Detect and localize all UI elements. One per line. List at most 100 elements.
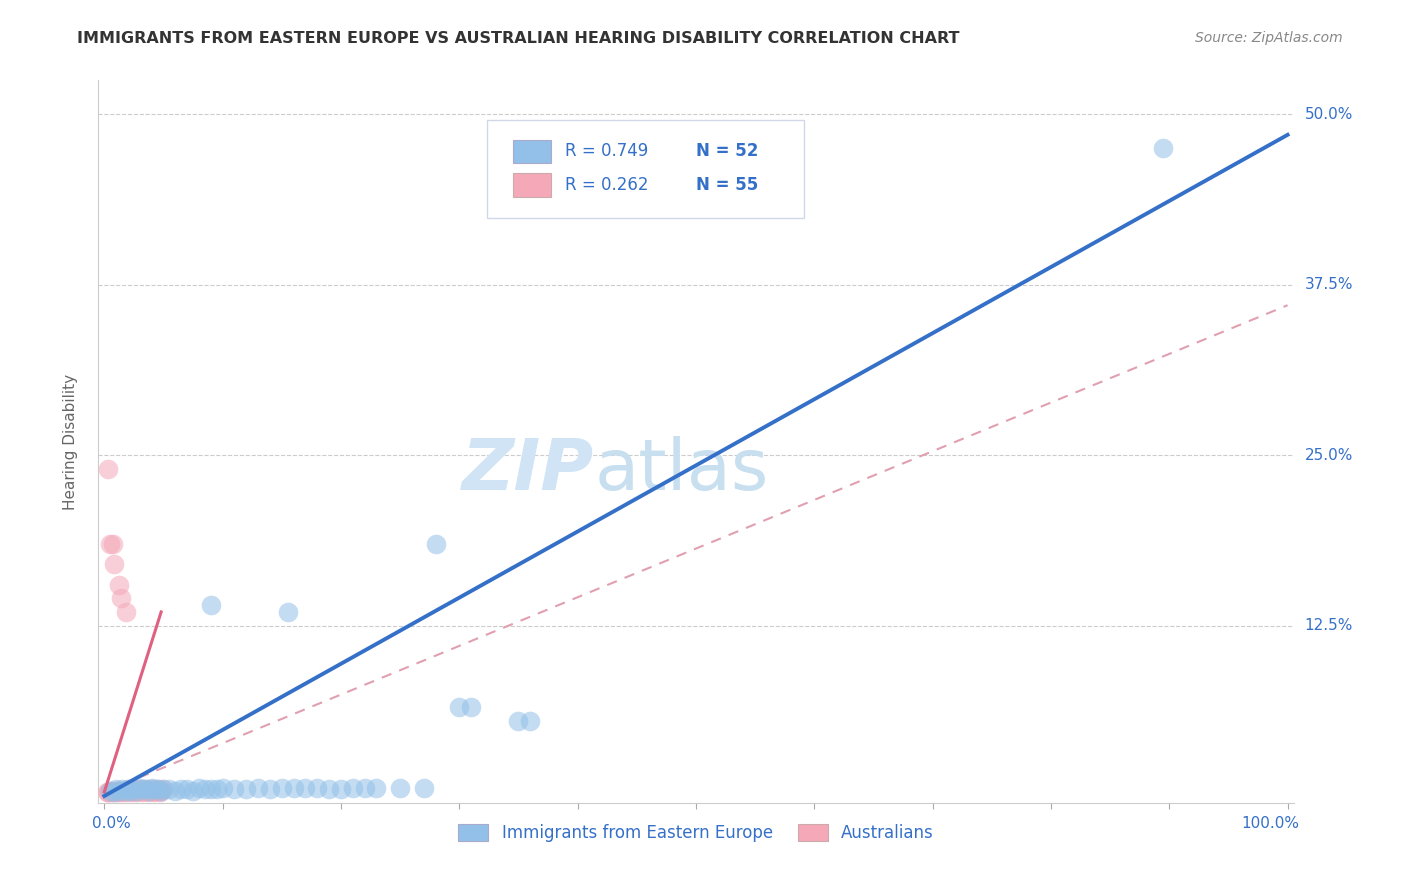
Point xyxy=(235,782,257,797)
Point xyxy=(389,780,412,795)
Y-axis label: Hearing Disability: Hearing Disability xyxy=(63,374,77,509)
Point xyxy=(135,782,157,797)
Point xyxy=(136,785,159,799)
Point xyxy=(132,783,155,797)
Point xyxy=(141,780,163,795)
Point xyxy=(112,785,135,799)
Point xyxy=(294,780,316,795)
Point xyxy=(318,782,340,797)
Point xyxy=(181,783,204,797)
Point xyxy=(121,785,143,799)
Point xyxy=(111,783,134,797)
Point xyxy=(460,700,482,714)
Point xyxy=(128,782,150,797)
Point xyxy=(1152,141,1174,155)
Point xyxy=(247,780,270,795)
Point xyxy=(98,783,121,797)
Point xyxy=(134,783,156,797)
Point xyxy=(150,783,173,797)
Point xyxy=(508,714,530,728)
Point xyxy=(135,782,157,797)
Point xyxy=(366,780,388,795)
Point xyxy=(188,780,211,795)
Point xyxy=(307,780,329,795)
Text: 100.0%: 100.0% xyxy=(1241,816,1299,830)
Point xyxy=(138,783,160,797)
Point xyxy=(176,782,198,797)
Point xyxy=(114,605,136,619)
Point xyxy=(107,783,129,797)
Point xyxy=(200,598,222,612)
Point xyxy=(101,783,124,797)
Text: 37.5%: 37.5% xyxy=(1305,277,1353,293)
Point xyxy=(146,782,169,797)
Text: 50.0%: 50.0% xyxy=(1305,107,1353,122)
Point xyxy=(96,785,118,799)
Text: ZIP: ZIP xyxy=(463,436,595,505)
Point xyxy=(152,782,174,797)
Point xyxy=(330,782,353,797)
Point xyxy=(103,785,125,799)
Point xyxy=(124,783,146,797)
Point xyxy=(107,577,129,591)
Point xyxy=(127,783,149,797)
Point xyxy=(117,782,139,797)
Point xyxy=(143,785,166,799)
Text: IMMIGRANTS FROM EASTERN EUROPE VS AUSTRALIAN HEARING DISABILITY CORRELATION CHAR: IMMIGRANTS FROM EASTERN EUROPE VS AUSTRA… xyxy=(77,31,960,46)
Point xyxy=(200,782,222,797)
Point xyxy=(150,783,173,797)
Point xyxy=(114,783,136,797)
Point xyxy=(128,783,150,797)
Point xyxy=(143,782,166,797)
Text: 0.0%: 0.0% xyxy=(93,816,131,830)
FancyBboxPatch shape xyxy=(513,173,551,196)
Point xyxy=(101,537,124,551)
Point xyxy=(136,783,159,797)
Point xyxy=(114,783,136,797)
Text: N = 55: N = 55 xyxy=(696,176,758,194)
Point xyxy=(120,783,142,797)
Point xyxy=(131,782,153,797)
Point xyxy=(122,782,145,797)
Point xyxy=(103,785,125,799)
Point xyxy=(353,780,375,795)
Point xyxy=(157,782,180,797)
Point xyxy=(110,783,132,797)
Point xyxy=(152,782,174,797)
Text: R = 0.262: R = 0.262 xyxy=(565,176,648,194)
Point xyxy=(125,785,148,799)
Legend: Immigrants from Eastern Europe, Australians: Immigrants from Eastern Europe, Australi… xyxy=(451,817,941,848)
Point xyxy=(131,785,153,799)
Text: atlas: atlas xyxy=(595,436,769,505)
Point xyxy=(108,785,131,799)
FancyBboxPatch shape xyxy=(486,120,804,218)
Point xyxy=(146,782,169,797)
Point xyxy=(205,782,228,797)
Point xyxy=(224,782,246,797)
Point xyxy=(194,782,217,797)
Point xyxy=(98,537,121,551)
Point xyxy=(259,782,281,797)
Point xyxy=(100,785,122,799)
Point xyxy=(149,785,172,799)
Text: R = 0.749: R = 0.749 xyxy=(565,142,648,160)
Point xyxy=(143,783,166,797)
Point xyxy=(449,700,471,714)
Point xyxy=(110,591,132,606)
Point xyxy=(120,783,142,797)
Point xyxy=(121,783,143,797)
Point xyxy=(117,782,139,797)
FancyBboxPatch shape xyxy=(513,139,551,162)
Point xyxy=(425,537,447,551)
Point xyxy=(519,714,541,728)
Point xyxy=(139,782,162,797)
Point xyxy=(342,780,364,795)
Point xyxy=(98,783,121,797)
Point xyxy=(141,783,163,797)
Point xyxy=(104,783,127,797)
Point xyxy=(170,782,193,797)
Point xyxy=(128,780,150,795)
Point xyxy=(115,785,138,799)
Point xyxy=(412,780,434,795)
Point xyxy=(283,780,305,795)
